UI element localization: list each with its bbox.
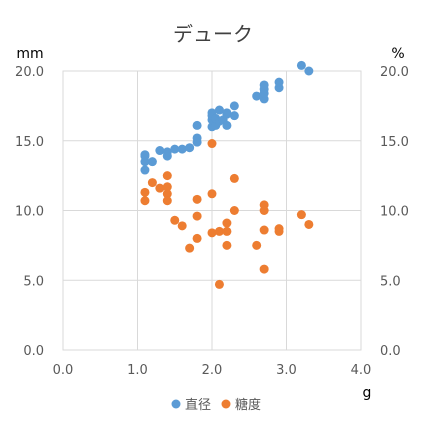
point-sugar bbox=[192, 194, 202, 204]
point-diameter bbox=[229, 111, 239, 121]
legend-marker bbox=[171, 399, 181, 409]
y-tick-label-right: 5.0 bbox=[380, 274, 401, 289]
x-tick-label: 2.0 bbox=[202, 363, 223, 378]
point-sugar bbox=[207, 189, 217, 199]
point-diameter bbox=[304, 66, 314, 76]
y-axis-right-unit: % bbox=[391, 46, 404, 62]
point-sugar bbox=[222, 226, 232, 236]
point-diameter bbox=[296, 60, 306, 70]
legend-label: 直径 bbox=[185, 398, 211, 413]
point-sugar bbox=[185, 243, 195, 253]
tick-labels: 0.0 0.0 5.0 5.0 10.0 10.0 15.0 15.0 20.0 20.0 0.0 1… bbox=[15, 65, 409, 378]
point-sugar bbox=[162, 182, 172, 192]
point-sugar bbox=[252, 240, 262, 250]
point-sugar bbox=[140, 196, 150, 206]
point-diameter bbox=[252, 91, 262, 101]
legend-label: 糖度 bbox=[235, 397, 261, 413]
point-sugar bbox=[147, 178, 157, 188]
point-sugar bbox=[259, 264, 269, 274]
point-sugar bbox=[192, 233, 202, 243]
point-sugar bbox=[192, 211, 202, 221]
point-sugar bbox=[207, 139, 217, 149]
y-axis-left-unit: mm bbox=[16, 46, 43, 62]
y-tick-label-left: 10.0 bbox=[15, 205, 44, 220]
point-sugar bbox=[222, 240, 232, 250]
point-diameter bbox=[147, 157, 157, 167]
point-sugar bbox=[170, 215, 180, 225]
point-diameter bbox=[222, 120, 232, 130]
y-tick-label-right: 15.0 bbox=[380, 135, 409, 150]
gridlines bbox=[62, 70, 362, 351]
point-sugar bbox=[162, 189, 172, 199]
point-sugar bbox=[177, 221, 187, 231]
point-sugar bbox=[214, 226, 224, 236]
data-points bbox=[140, 60, 314, 289]
point-sugar bbox=[259, 225, 269, 235]
point-diameter bbox=[140, 165, 150, 175]
point-sugar bbox=[259, 206, 269, 215]
y-tick-label-left: 20.0 bbox=[15, 65, 44, 80]
legend-marker bbox=[221, 399, 231, 409]
x-axis-unit: g bbox=[363, 385, 372, 401]
point-diameter bbox=[162, 147, 172, 157]
point-sugar bbox=[296, 210, 306, 220]
point-diameter bbox=[214, 105, 224, 115]
point-sugar bbox=[162, 171, 172, 181]
y-tick-label-left: 5.0 bbox=[23, 274, 44, 289]
y-tick-label-right: 20.0 bbox=[380, 65, 409, 80]
point-diameter bbox=[140, 150, 150, 160]
y-tick-label-right: 0.0 bbox=[380, 344, 401, 359]
y-tick-label-left: 15.0 bbox=[15, 135, 44, 150]
point-diameter bbox=[185, 143, 195, 153]
x-tick-label: 4.0 bbox=[351, 363, 372, 378]
point-sugar bbox=[214, 279, 224, 289]
point-sugar bbox=[140, 187, 150, 197]
point-sugar bbox=[162, 196, 172, 206]
x-tick-label: 1.0 bbox=[127, 363, 148, 378]
chart-title: デューク bbox=[173, 22, 253, 46]
point-sugar bbox=[304, 219, 314, 229]
y-tick-label-right: 10.0 bbox=[380, 205, 409, 220]
y-tick-label-left: 0.0 bbox=[23, 344, 44, 359]
point-sugar bbox=[229, 206, 239, 215]
point-diameter bbox=[222, 108, 232, 118]
point-diameter bbox=[177, 144, 187, 154]
point-diameter bbox=[170, 144, 180, 154]
x-tick-label: 3.0 bbox=[276, 363, 297, 378]
point-sugar bbox=[155, 183, 165, 193]
point-diameter bbox=[229, 101, 239, 111]
point-diameter bbox=[192, 133, 202, 143]
point-diameter bbox=[259, 80, 269, 90]
point-diameter bbox=[274, 77, 284, 87]
point-sugar bbox=[229, 173, 239, 183]
point-sugar bbox=[207, 228, 217, 238]
x-tick-label: 0.0 bbox=[53, 363, 74, 378]
legend: 直径 糖度 bbox=[171, 397, 261, 413]
point-diameter bbox=[192, 120, 202, 130]
point-diameter bbox=[155, 146, 165, 156]
point-sugar bbox=[222, 218, 232, 228]
point-sugar bbox=[274, 226, 284, 236]
